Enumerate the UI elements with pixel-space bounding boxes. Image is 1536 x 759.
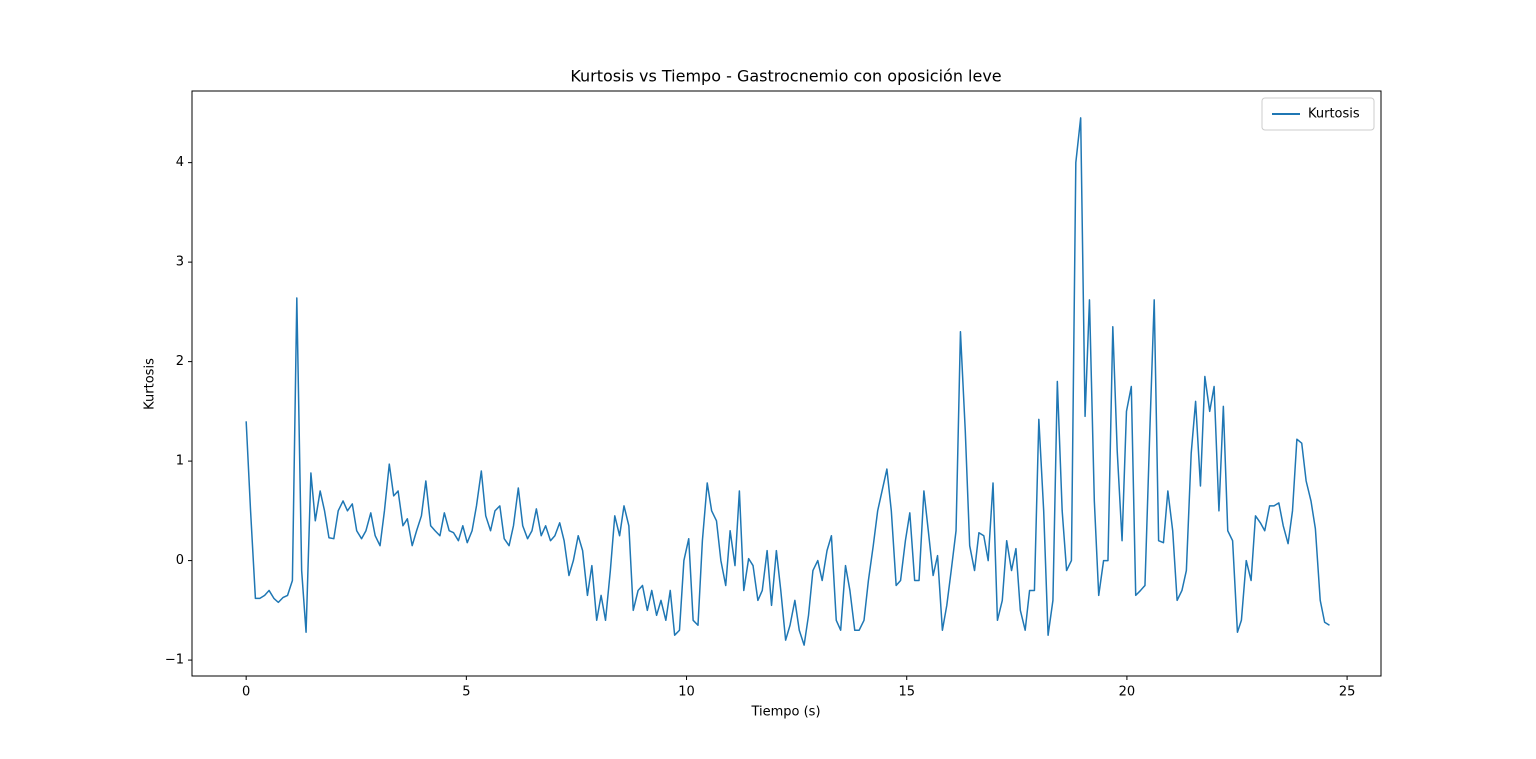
x-tick-label: 20 <box>1119 685 1136 700</box>
y-tick-label: 1 <box>176 454 184 469</box>
legend-label: Kurtosis <box>1308 107 1360 122</box>
x-tick-label: 10 <box>678 685 695 700</box>
chart-title: Kurtosis vs Tiempo - Gastrocnemio con op… <box>570 67 1001 86</box>
y-tick-label: 4 <box>176 155 184 170</box>
y-tick-label: 0 <box>176 553 184 568</box>
y-axis-label: Kurtosis <box>143 358 158 410</box>
x-tick-label: 15 <box>898 685 915 700</box>
x-tick-label: 5 <box>462 685 470 700</box>
y-tick-label: 2 <box>176 354 184 369</box>
x-tick-label: 25 <box>1339 685 1356 700</box>
y-tick-label: −1 <box>165 653 184 668</box>
plot-frame <box>191 90 1382 677</box>
x-tick-label: 0 <box>242 685 250 700</box>
legend-box <box>1261 97 1375 131</box>
data-line <box>245 117 1330 646</box>
x-axis-label: Tiempo (s) <box>750 705 820 720</box>
y-tick-label: 3 <box>176 255 184 270</box>
